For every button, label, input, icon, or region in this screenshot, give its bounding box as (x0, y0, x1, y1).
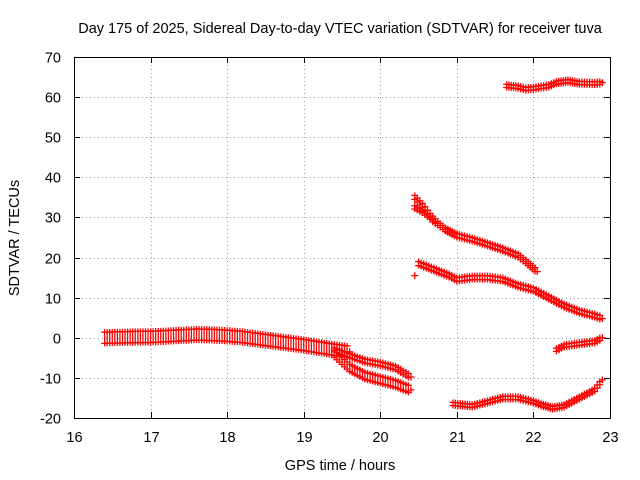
data-series-track-4 (411, 192, 541, 276)
data-series-track-1 (101, 325, 354, 361)
data-series-track-4b (411, 202, 439, 227)
data-series-track-5 (415, 258, 606, 323)
y-tick-label: 20 (45, 252, 61, 268)
data-series-track-5-outlier (411, 272, 419, 280)
y-tick-label: 30 (45, 211, 61, 227)
x-tick-label: 16 (66, 430, 82, 446)
y-tick-label: 0 (53, 332, 61, 348)
x-tick-label: 20 (372, 430, 388, 446)
x-tick-label: 22 (525, 430, 541, 446)
x-tick-label: 17 (143, 430, 159, 446)
y-tick-label: 50 (45, 131, 61, 147)
y-tick-label: 10 (45, 292, 61, 308)
data-series-track-7 (552, 334, 606, 355)
y-tick-label: -10 (40, 372, 61, 388)
x-tick-label: 21 (449, 430, 465, 446)
data-series-track-8 (449, 376, 606, 413)
y-axis-label: SDTVAR / TECUs (7, 180, 23, 296)
y-tick-label: -20 (40, 412, 61, 428)
x-tick-label: 19 (296, 430, 312, 446)
y-tick-label: 70 (45, 51, 61, 67)
data-series-track-6 (503, 76, 606, 94)
x-tick-label: 23 (602, 430, 618, 446)
y-tick-label: 60 (45, 91, 61, 107)
data-series-track-3 (330, 347, 415, 396)
tick-layer: 16 17 18 19 20 21 22 23 -20 -10 0 10 20 30 40 50 60 70 (40, 51, 619, 447)
plot-frame (74, 57, 611, 419)
x-axis-label: GPS time / hours (285, 458, 395, 474)
x-tick-label: 18 (219, 430, 235, 446)
y-tick-label: 40 (45, 171, 61, 187)
chart-title: Day 175 of 2025, Sidereal Day-to-day VTE… (78, 21, 602, 37)
data-layer (101, 76, 606, 413)
